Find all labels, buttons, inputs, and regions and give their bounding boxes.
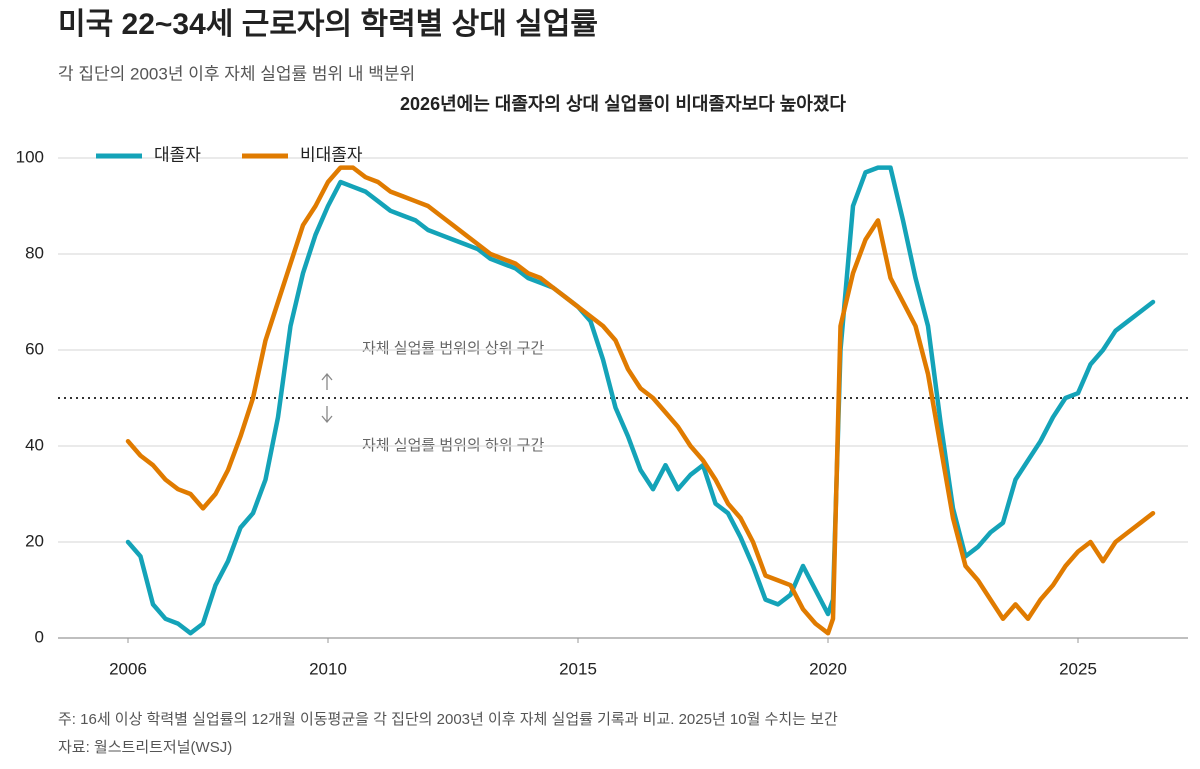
subtitle: 각 집단의 2003년 이후 자체 실업률 범위 내 백분위 (58, 64, 415, 83)
series-line (125, 165, 1156, 636)
y-tick-label: 60 (25, 339, 44, 358)
x-tick-label: 2015 (559, 659, 597, 678)
annotation: 자체 실업률 범위의 상위 구간 (362, 340, 544, 357)
y-tick-label: 20 (25, 531, 44, 550)
y-tick-label: 80 (25, 243, 44, 262)
x-tick-label: 2020 (809, 659, 847, 678)
heading: 2026년에는 대졸자의 상대 실업률이 비대졸자보다 높아졌다 (400, 94, 846, 114)
y-tick-label: 40 (25, 435, 44, 454)
chart-title: 미국 22~34세 근로자의 학력별 상대 실업률 (58, 8, 598, 41)
annotation-arrows (321, 372, 333, 424)
x-tick-label: 2010 (309, 659, 347, 678)
note: 주: 16세 이상 학력별 실업률의 12개월 이동평균을 각 집단의 2003… (58, 711, 838, 728)
y-tick-label: 0 (35, 627, 44, 646)
x-tick-label: 2025 (1059, 659, 1097, 678)
series-line (125, 165, 1156, 636)
x-tick-label: 2006 (109, 659, 147, 678)
source: 자료: 월스트리트저널(WSJ) (58, 739, 232, 756)
legend-label: 대졸자 (154, 145, 201, 164)
y-tick-label: 100 (16, 147, 44, 166)
legend-label: 비대졸자 (300, 145, 363, 164)
